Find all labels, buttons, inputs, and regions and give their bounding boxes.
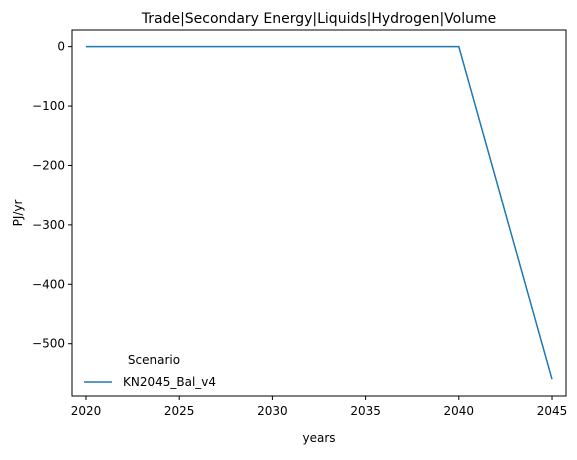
chart-title: Trade|Secondary Energy|Liquids|Hydrogen|… xyxy=(141,11,496,27)
x-tick-label: 2020 xyxy=(71,404,102,418)
x-tick-label: 2025 xyxy=(164,404,195,418)
x-axis-label: years xyxy=(302,431,335,445)
y-tick-label: −100 xyxy=(32,99,65,113)
legend: Scenario KN2045_Bal_v4 xyxy=(84,353,216,389)
legend-label-kn2045-bal-v4: KN2045_Bal_v4 xyxy=(123,375,216,389)
y-tick-label: −400 xyxy=(32,277,65,291)
x-tick-label: 2045 xyxy=(537,404,568,418)
y-axis-label: PJ/yr xyxy=(11,200,25,227)
y-axis: 0 −100 −200 −300 −400 −500 xyxy=(32,40,72,351)
series-line-kn2045-bal-v4 xyxy=(85,45,553,380)
x-tick-label: 2030 xyxy=(257,404,288,418)
legend-title: Scenario xyxy=(128,353,180,367)
series-layer xyxy=(85,45,553,380)
y-tick-label: −300 xyxy=(32,218,65,232)
x-tick-label: 2040 xyxy=(444,404,475,418)
y-tick-label: −200 xyxy=(32,158,65,172)
x-axis: 2020 2025 2030 2035 2040 2045 xyxy=(71,396,568,418)
plot-area xyxy=(71,29,567,397)
y-tick-label: −500 xyxy=(32,337,65,351)
x-tick-label: 2035 xyxy=(350,404,381,418)
y-tick-label: 0 xyxy=(57,40,65,54)
